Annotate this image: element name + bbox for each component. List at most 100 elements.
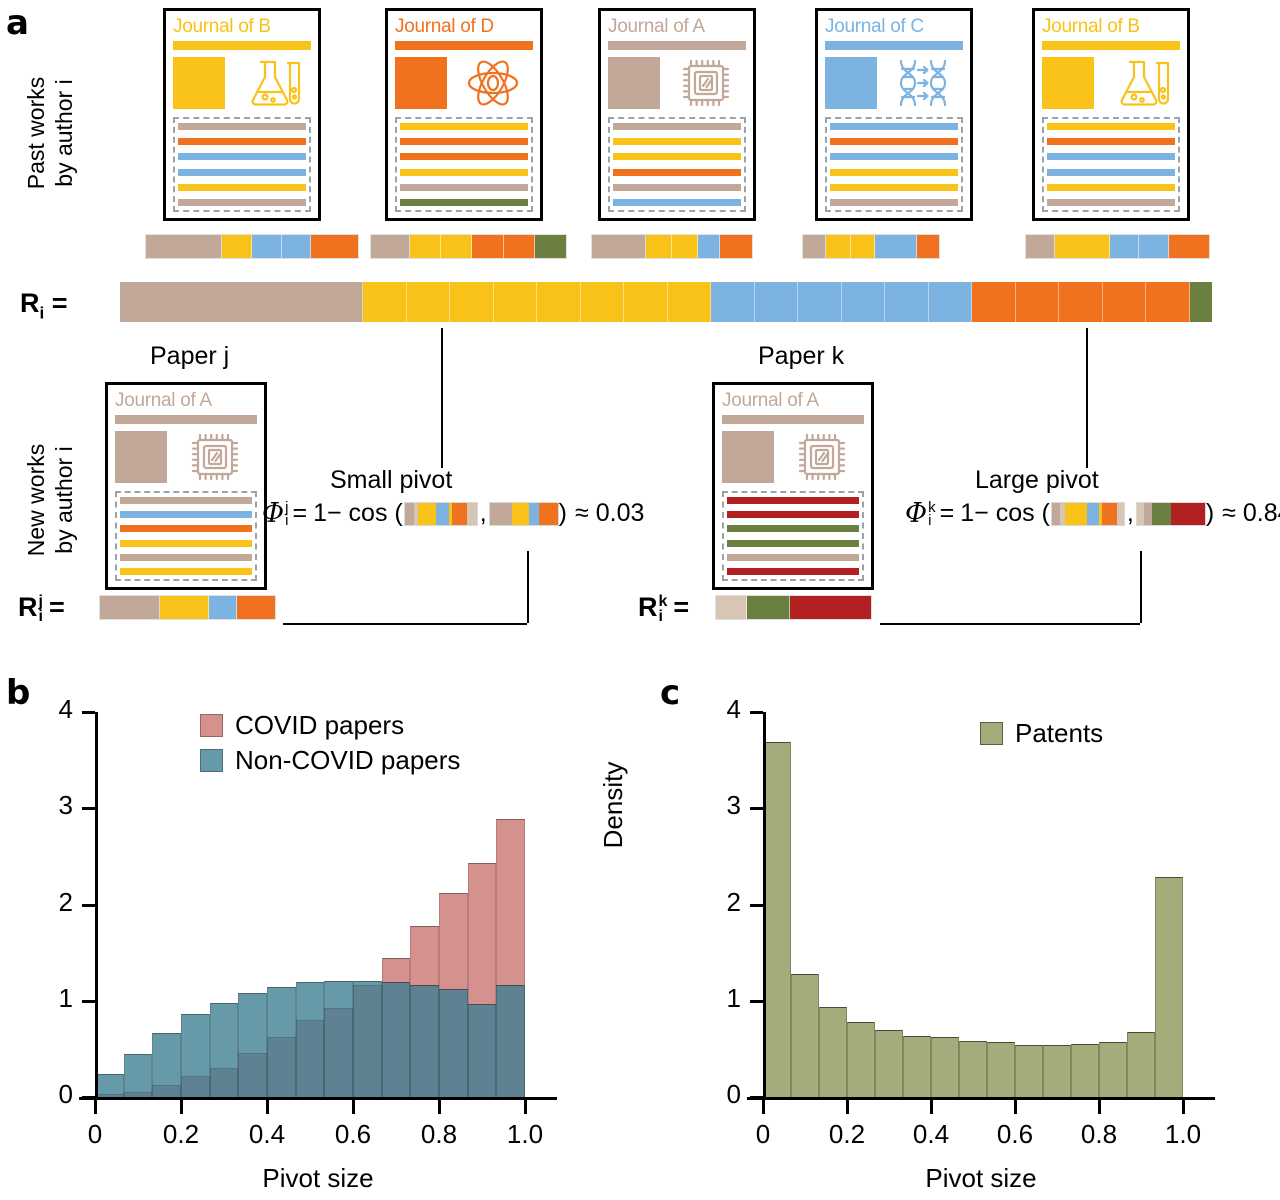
y-axis-tick-label: 1 xyxy=(58,982,73,1013)
x-axis-tick xyxy=(1182,1100,1185,1114)
reference-line xyxy=(830,138,958,146)
histogram-bar xyxy=(439,989,468,1097)
equation-right-vector xyxy=(488,501,559,526)
histogram-bar xyxy=(931,1037,959,1097)
pivot-value: 0.03 xyxy=(595,499,645,527)
new-work-card: Journal of A xyxy=(712,382,874,590)
histogram-bar xyxy=(1043,1045,1071,1097)
x-axis-tick-label: 0.4 xyxy=(912,1119,950,1149)
reference-list-box xyxy=(608,117,746,212)
reference-line xyxy=(400,138,528,146)
card-title-label: Journal of A xyxy=(608,16,705,37)
card-title-label: Journal of C xyxy=(825,16,924,37)
reference-list-box xyxy=(173,117,311,212)
legend-label: COVID papers xyxy=(235,710,405,740)
x-axis-tick-label: 0.4 xyxy=(248,1119,286,1149)
legend-swatch xyxy=(980,722,1003,745)
equation-right-vector xyxy=(1135,501,1206,526)
chart-legend: COVID papers Non-COVID papers xyxy=(200,710,460,780)
reference-line xyxy=(727,497,859,504)
panel-c-chart: 0 1 2 3 4 0 0.2 0.4 0.6 0.8 1.0 Pivot size Density Pa… xyxy=(598,660,1280,1200)
card-rule xyxy=(395,41,533,50)
bar-segment xyxy=(489,502,513,525)
histogram-bar xyxy=(791,973,819,1097)
bar-segment xyxy=(146,235,223,258)
histogram-bar xyxy=(267,987,296,1097)
legend-label: Patents xyxy=(1015,718,1104,748)
new-works-line2: by author i xyxy=(51,446,77,554)
legend-item: Non-COVID papers xyxy=(200,745,460,776)
bar-segment xyxy=(1093,502,1100,525)
histogram-bar xyxy=(847,1021,875,1097)
phi-superscript: k xyxy=(928,498,936,516)
bar-segment xyxy=(534,235,566,258)
histogram-bar xyxy=(238,993,267,1097)
bar-segment xyxy=(281,235,312,258)
card-title-label: Journal of D xyxy=(395,16,494,37)
reference-line xyxy=(178,183,306,191)
bar-segment xyxy=(790,596,871,619)
histogram-bar xyxy=(95,1073,124,1097)
histogram-bar xyxy=(1099,1042,1127,1097)
y-axis-tick-label: 0 xyxy=(726,1079,741,1109)
pivot-equation: Φki=1− cos (,)≈0.84 xyxy=(905,498,1280,529)
reference-line xyxy=(1047,138,1175,146)
journal-card: Journal of A xyxy=(712,382,874,590)
legend-item: Patents xyxy=(980,718,1103,749)
ri-aggregate-bar xyxy=(120,282,1212,322)
x-axis-tick xyxy=(762,1100,765,1114)
equation-connector-horizontal xyxy=(283,623,527,625)
y-axis-tick-label: 2 xyxy=(58,886,73,917)
bar-segment xyxy=(520,502,530,525)
histogram-bar xyxy=(1015,1045,1043,1097)
histogram-bar xyxy=(763,741,791,1097)
x-axis-line xyxy=(747,1097,1215,1100)
journal-proportion-bar xyxy=(591,234,753,259)
phi-symbol: Φ xyxy=(262,498,285,529)
new-works-line1: New works xyxy=(23,443,49,557)
histogram-bar xyxy=(381,981,411,1097)
past-works-line2: by author i xyxy=(51,79,77,187)
bar-segment xyxy=(311,235,358,258)
new-work-proportion-bar xyxy=(715,595,872,620)
bar-segment xyxy=(1136,502,1144,525)
phi-superscript: j xyxy=(285,498,289,516)
reference-line xyxy=(830,153,958,161)
reference-line xyxy=(613,153,741,161)
journal-card: Journal of D xyxy=(385,8,543,221)
pivot-size-label: Large pivot xyxy=(975,466,1099,494)
bar-segment xyxy=(592,235,647,258)
bar-segment xyxy=(442,502,449,525)
reference-line xyxy=(178,153,306,161)
reference-list-box xyxy=(395,117,533,212)
y-axis-tick-label: 3 xyxy=(58,790,73,821)
y-axis-tick xyxy=(82,711,95,714)
phi-subscript: i xyxy=(285,511,289,529)
y-axis-tick xyxy=(750,711,763,714)
bar-segment xyxy=(1111,502,1118,525)
reference-line xyxy=(400,123,528,130)
bar-segment xyxy=(429,502,436,525)
journal-proportion-bar xyxy=(802,234,940,259)
bar-segment xyxy=(1189,282,1212,322)
reference-line xyxy=(178,198,306,206)
past-work-item: Journal of D xyxy=(385,8,543,221)
card-image-placeholder xyxy=(722,431,774,483)
bar-segment xyxy=(452,502,461,525)
bar-segment xyxy=(120,282,364,322)
histogram-bar xyxy=(353,980,382,1097)
histogram-bar xyxy=(209,1002,239,1097)
card-image-placeholder xyxy=(1042,57,1094,109)
bar-segment xyxy=(1064,502,1074,525)
x-axis-tick-label: 0 xyxy=(755,1119,771,1149)
y-axis-tick xyxy=(750,903,763,907)
card-media-row xyxy=(395,57,533,109)
y-axis-tick-label: 2 xyxy=(726,886,741,917)
reference-line xyxy=(1047,153,1175,161)
reference-line xyxy=(120,525,252,533)
approx-sign: ≈ xyxy=(1222,499,1236,527)
bar-segment xyxy=(448,502,453,525)
bar-segment xyxy=(580,282,625,322)
